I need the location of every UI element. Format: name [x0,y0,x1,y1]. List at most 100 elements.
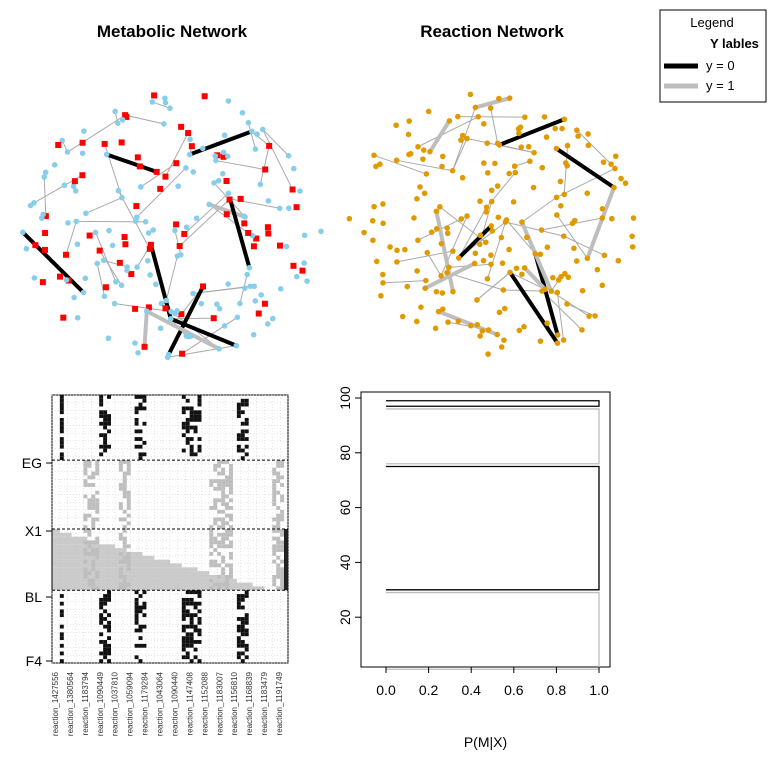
reaction-node [380,201,386,207]
reaction-node [63,251,70,258]
heatmap-cell [240,643,245,648]
metabolite-node [277,286,284,292]
metabolite-node [219,170,226,177]
heatmap-cell [225,536,229,541]
heatmap-cell [280,483,285,487]
metabolite-node [225,98,232,104]
metabolite-node [150,227,157,233]
heatmap-cell [197,590,202,595]
heatmap-cell [197,632,202,637]
reaction-node [245,229,252,236]
reaction-node [472,104,479,111]
reaction-node [56,273,63,280]
x-axis-label: P(M|X) [464,734,507,750]
heatmap-cell [59,659,64,663]
network-edge [505,221,564,237]
heatmap-cell [244,647,249,652]
heatmap-cell [280,559,285,564]
heatmap-cell [221,521,226,526]
heatmap-cell [244,643,249,648]
metabolite-node [183,224,190,231]
reaction-node [559,125,565,132]
heatmap-cell [197,437,202,441]
reaction-node [483,239,489,246]
heatmap-cell [138,624,143,629]
heatmap-cell [185,636,190,641]
reaction-node [445,319,451,325]
reaction-node [121,234,128,241]
reaction-node [488,187,495,194]
reaction-node [394,259,400,265]
metabolite-node [161,121,167,127]
heatmap-cell [103,433,108,438]
heatmap-cell [280,582,285,587]
heatmap-cell [142,601,147,606]
heatmap-cell [272,525,277,529]
heatmap-column-label: reaction_1179284 [141,671,150,735]
heatmap-cell [240,597,245,602]
reaction-node [586,313,592,319]
heatmap-cell [229,513,233,518]
heatmap-cell [217,509,222,514]
metabolite-node [94,260,101,267]
reaction-node [506,246,512,253]
plot-frame [360,391,611,668]
reaction-node [289,186,296,193]
heatmap-cell [272,471,277,476]
metabolite-node [157,325,164,332]
heatmap-cell [118,486,123,491]
heatmap-cell [213,467,218,472]
metabolite-node [92,229,99,236]
heatmap-cell [138,456,143,461]
reaction-node [622,180,629,186]
reaction-node [474,297,480,303]
heatmap-cell [122,486,127,491]
metabolite-node [237,300,243,307]
heatmap-cell [240,433,245,438]
heatmap-cell [213,479,218,484]
metabolite-node [283,243,290,250]
heatmap-cell [189,601,194,606]
reaction-node [346,215,353,222]
metabolite-node [59,137,65,144]
heatmap-row-label: EG [22,455,42,471]
reaction-node [498,234,505,241]
reaction-node [544,320,550,326]
reaction-node [444,225,451,231]
heatmap-cell [59,613,64,618]
heatmap-cell [272,582,277,587]
heatmap-cell [280,578,285,583]
heatmap-cell [229,567,233,572]
heatmap-cell [59,429,64,434]
heatmap-cell [221,517,226,522]
reaction-node [438,240,445,247]
heatmap-cell [284,529,288,591]
heatmap-cell [103,417,108,422]
heatmap-cell [103,410,108,415]
reaction-node [424,249,431,256]
heatmap-cell [87,502,92,507]
heatmap-cell [189,597,194,602]
heatmap-cell [52,559,170,564]
heatmap-cell [185,406,190,411]
heatmap-cell [244,398,249,403]
metabolite-node [190,290,196,297]
heatmap-cell [225,513,229,518]
reaction-node [477,333,483,339]
reaction-node [428,229,435,235]
heatmap-cell [185,440,190,445]
heatmap-cell [181,640,186,644]
network-edge-labelled [166,284,206,357]
heatmap-cell [197,395,202,399]
heatmap-cell [217,544,222,549]
heatmap-cell [59,406,64,411]
heatmap-cell [107,647,111,652]
heatmap-cell [276,529,281,533]
heatmap-cell [142,398,147,403]
heatmap-cell [122,475,127,480]
heatmap-cell [272,498,277,503]
network-edge-labelled [423,261,477,291]
metabolite-node [112,108,118,115]
network-edge [476,272,511,301]
heatmap-cell [138,609,143,614]
